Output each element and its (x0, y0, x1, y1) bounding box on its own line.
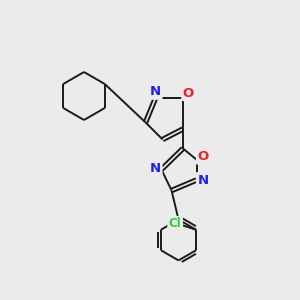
Text: O: O (183, 86, 194, 100)
Text: N: N (150, 85, 161, 98)
Text: Cl: Cl (169, 217, 182, 230)
Text: N: N (197, 173, 209, 187)
Text: N: N (150, 161, 161, 175)
Text: O: O (197, 150, 209, 163)
